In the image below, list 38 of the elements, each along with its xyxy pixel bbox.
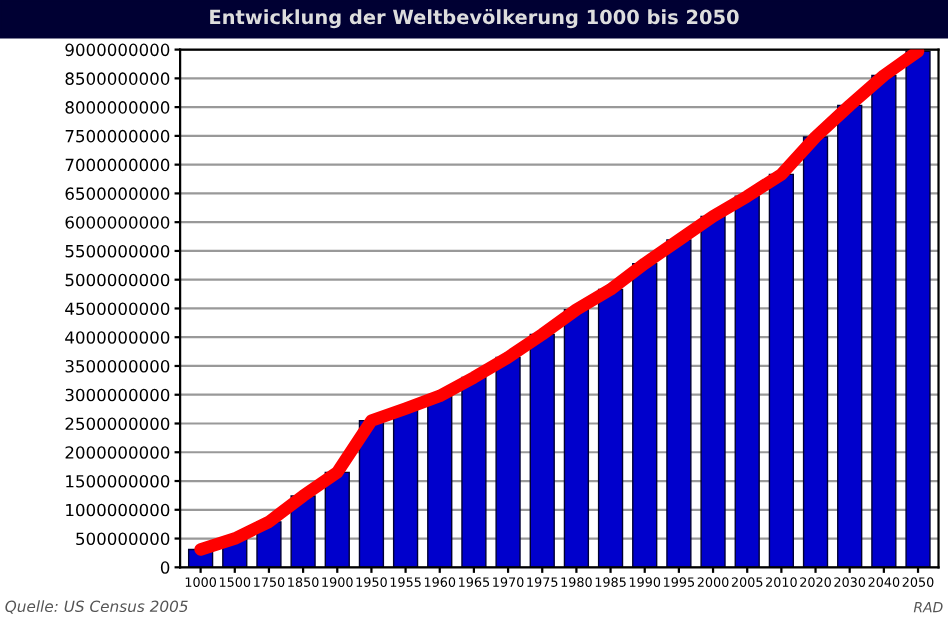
bar <box>392 407 419 568</box>
y-tick-label: 9000000000 <box>65 43 170 57</box>
bar <box>837 104 863 568</box>
bar <box>597 288 624 568</box>
y-tick-label: 5000000000 <box>65 273 170 287</box>
y-tick-label: 2000000000 <box>65 446 170 459</box>
y-tick-label: 6500000000 <box>65 187 170 200</box>
y-tick-label: 8500000000 <box>65 72 170 85</box>
y-tick-label: 0 <box>160 561 170 574</box>
y-tick-label: 1500000000 <box>66 474 170 488</box>
bar <box>871 74 897 568</box>
bar <box>666 239 692 568</box>
y-tick-label: 3500000000 <box>65 359 170 373</box>
y-tick-label: 8000000000 <box>65 101 170 114</box>
bar <box>734 195 760 568</box>
y-tick-label: 4500000000 <box>65 302 170 316</box>
bar <box>495 356 521 568</box>
bar <box>358 419 385 568</box>
bar <box>632 262 658 568</box>
y-tick-label: 6000000000 <box>65 216 170 229</box>
bar <box>324 471 350 568</box>
bar <box>700 215 726 568</box>
bar <box>529 333 555 568</box>
y-tick-label: 3000000000 <box>65 388 170 402</box>
y-tick-label: 7500000000 <box>65 129 170 143</box>
y-tick-label: 4000000000 <box>65 331 170 344</box>
bar <box>563 308 590 568</box>
y-tick-label: 5500000000 <box>65 244 170 258</box>
bar <box>427 395 453 568</box>
y-tick-label: 2500000000 <box>65 417 170 431</box>
bar <box>802 136 829 568</box>
y-tick-label: 500000000 <box>76 532 170 546</box>
bar <box>905 50 931 568</box>
bar <box>461 376 487 568</box>
chart-title: Entwicklung der Weltbevölkerung 1000 bis 2050 <box>210 8 739 29</box>
y-tick-label: 7000000000 <box>65 158 170 172</box>
y-tick-label: 1000000000 <box>66 503 170 517</box>
bar <box>768 173 795 568</box>
